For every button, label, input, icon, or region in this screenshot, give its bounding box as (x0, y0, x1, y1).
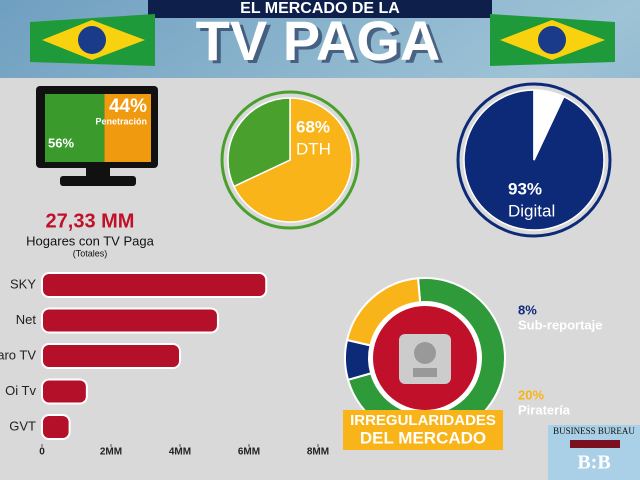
y-tick-label: Oi Tv (5, 383, 36, 398)
header-shadow: TV PAGA (200, 12, 445, 75)
x-tick-label: 2MM (100, 447, 122, 458)
icon-grill (413, 368, 437, 377)
bar (41, 272, 268, 298)
y-tick-label: Net (16, 312, 37, 327)
x-tick-label: 4MM (169, 447, 191, 458)
category-label: Digital (508, 201, 555, 220)
category-label: Piratería (518, 402, 571, 417)
logo-mark: B:B (577, 452, 610, 474)
x-tick-label: 0 (39, 447, 45, 458)
bar (41, 343, 181, 369)
chart-subtitle: DEL MERCADO (360, 428, 486, 447)
x-tick-label: 6MM (238, 447, 260, 458)
header-band (148, 0, 492, 18)
icon-knob (414, 342, 436, 364)
stat-note: (Totales) (73, 248, 108, 258)
bar (41, 307, 219, 334)
stat-value: 27,33 MM (46, 210, 135, 232)
value-label: 20% (518, 387, 544, 402)
pie-slice (227, 97, 291, 188)
pie-ring (220, 90, 360, 230)
donut-segment (346, 277, 506, 439)
category-label: Penetración (95, 116, 147, 126)
stat-label: Hogares con TV Paga (26, 233, 154, 248)
x-tick-label: 8MM (307, 447, 329, 458)
donut-segment (344, 338, 373, 382)
value-label: 56% (48, 135, 74, 150)
bar (41, 378, 88, 405)
chart-title: IRREGULARIDADES (350, 412, 496, 429)
title-box (343, 410, 503, 450)
category-label: DTH (296, 139, 331, 158)
radio-icon (399, 334, 451, 384)
value-label: 68% (296, 117, 330, 136)
header-line1: EL MERCADO DE LA (240, 0, 400, 17)
category-label: Sub-reportaje (518, 317, 603, 332)
screen-segment (104, 94, 151, 162)
y-tick-label: SKY (10, 276, 36, 291)
value-label: 8% (518, 302, 537, 317)
value-label: 93% (508, 179, 542, 198)
header-line2: TV PAGA (196, 9, 441, 72)
logo-box (548, 425, 640, 480)
y-tick-label: GVT (9, 418, 36, 433)
bar (41, 414, 71, 440)
value-label: 44% (109, 96, 147, 117)
logo-bar (570, 440, 620, 448)
pie-slice (533, 89, 565, 161)
pie-ring (456, 82, 612, 238)
flag-right (490, 14, 615, 66)
pie-slice (232, 97, 353, 223)
y-tick-label: Claro TV (0, 347, 36, 362)
logo-name: BUSINESS BUREAU (553, 426, 635, 436)
screen-segment (45, 94, 105, 162)
flag-left (30, 14, 155, 66)
